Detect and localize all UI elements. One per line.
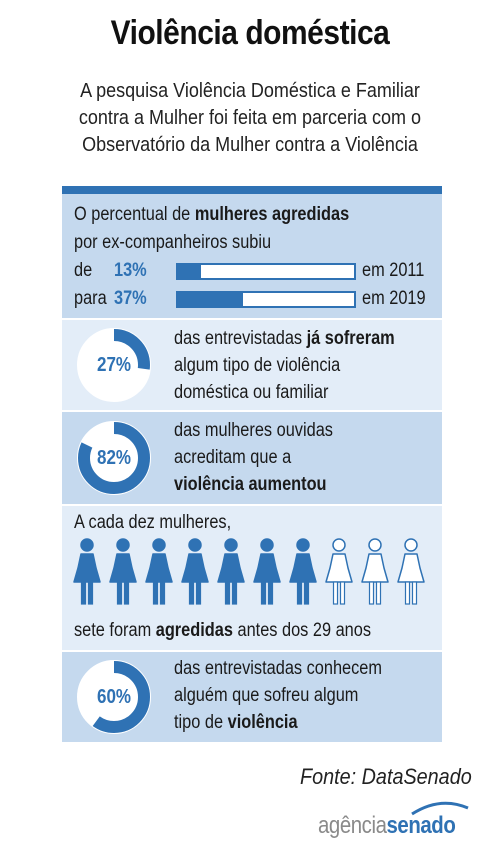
woman-filled-icon — [253, 538, 281, 605]
row2-prefix: para — [74, 288, 107, 309]
panel3-line1: das mulheres ouvidas — [174, 420, 333, 441]
panel-ex-partners: O percentual de mulheres agredidas por e… — [62, 194, 442, 318]
panel5-line1: das entrevistadas conhecem — [174, 658, 383, 679]
highlight-text: violência — [227, 712, 298, 733]
panel5-line2: alguém que sofreu algum — [174, 685, 359, 706]
bar-2019 — [176, 291, 356, 308]
woman-filled-icon — [73, 538, 101, 605]
women-pictogram — [72, 538, 432, 608]
donut-percent-label: 27% — [96, 354, 132, 376]
source-credit: Fonte: DataSenado — [300, 764, 472, 789]
panel-violence-increased: 82% das mulheres ouvidas acreditam que a… — [62, 412, 442, 504]
bar-fill-2019 — [178, 293, 244, 306]
subtitle-line: contra a Mulher foi feita em parceria co… — [78, 107, 422, 129]
highlight-text: agredidas — [155, 620, 233, 641]
top-accent-bar — [62, 186, 442, 194]
woman-outline-icon — [361, 538, 389, 605]
panel2-line2: algum tipo de violência — [174, 355, 341, 376]
woman-filled-icon — [181, 538, 209, 605]
donut-chart-27 — [77, 328, 151, 402]
woman-outline-icon — [397, 538, 425, 605]
woman-filled-icon — [145, 538, 173, 605]
panel-suffered-violence: 27% das entrevistadas já sofreram algum … — [62, 320, 442, 410]
panel4-line2: sete foram agredidas antes dos 29 anos — [74, 620, 372, 641]
panel5-line3: tipo de violência — [174, 712, 298, 733]
logo-swoosh-icon — [411, 801, 469, 816]
highlight-text: já sofreram — [306, 328, 395, 349]
page-title: Violência doméstica — [110, 14, 390, 52]
panel2-line3: doméstica ou familiar — [174, 382, 329, 403]
row2-year: em 2019 — [362, 288, 426, 309]
panel4-line1: A cada dez mulheres, — [74, 512, 232, 533]
woman-outline-icon — [325, 538, 353, 605]
highlight-text: mulheres agredidas — [194, 204, 350, 225]
panel1-line2: por ex-companheiros subiu — [74, 232, 272, 253]
donut-chart-82 — [77, 421, 151, 495]
row1-year: em 2011 — [362, 260, 425, 281]
panel-know-victim: 60% das entrevistadas conhecem alguém qu… — [62, 652, 442, 742]
donut-percent-label: 82% — [96, 447, 132, 469]
subtitle-line: Observatório da Mulher contra a Violênci… — [82, 134, 418, 156]
bar-fill-2011 — [178, 265, 201, 278]
donut-arc — [78, 329, 150, 401]
woman-filled-icon — [217, 538, 245, 605]
panel1-line1: O percentual de mulheres agredidas — [74, 204, 350, 225]
donut-center — [91, 674, 137, 720]
panel3-line3: violência aumentou — [174, 474, 327, 495]
agencia-senado-logo: agênciasenado — [318, 812, 456, 839]
subtitle-line: A pesquisa Violência Doméstica e Familia… — [80, 80, 420, 102]
donut-percent-label: 60% — [96, 686, 132, 708]
woman-filled-icon — [109, 538, 137, 605]
donut-center — [91, 342, 137, 388]
bar-2011 — [176, 263, 356, 280]
panel3-line2: acreditam que a — [174, 447, 292, 468]
row1-prefix: de — [74, 260, 93, 281]
donut-center — [91, 435, 137, 481]
donut-arc — [78, 422, 150, 494]
donut-chart-60 — [77, 660, 151, 734]
woman-filled-icon — [289, 538, 317, 605]
row1-percent: 13% — [114, 260, 147, 281]
donut-arc — [78, 661, 150, 733]
panel2-line1: das entrevistadas já sofreram — [174, 328, 395, 349]
row2-percent: 37% — [114, 288, 147, 309]
subtitle: A pesquisa Violência Doméstica e Familia… — [25, 78, 475, 159]
